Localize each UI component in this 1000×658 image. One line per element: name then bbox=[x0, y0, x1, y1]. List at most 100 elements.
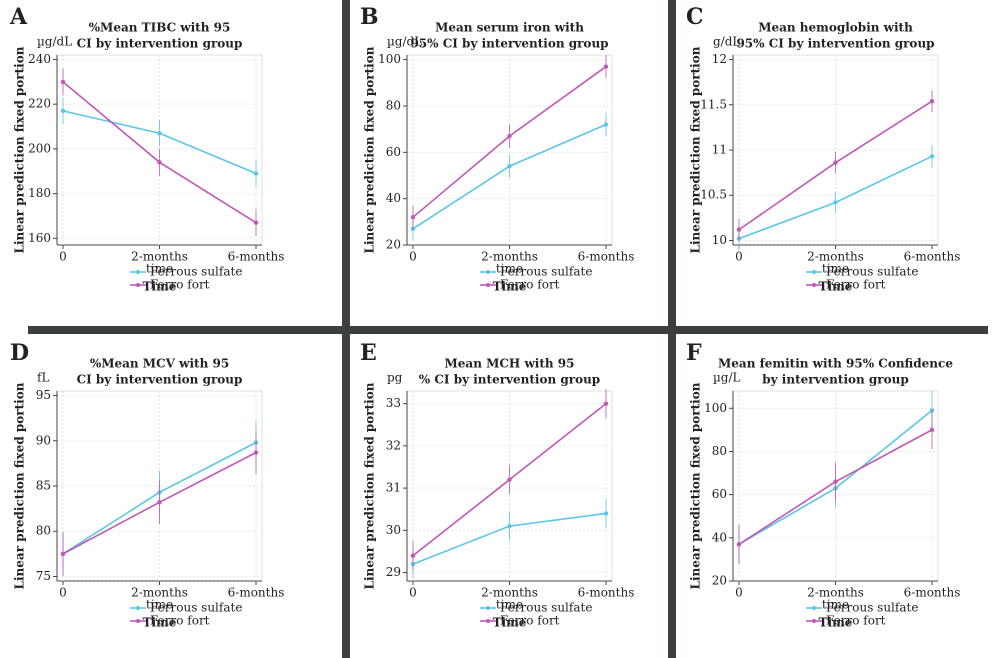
x-tick-label: 6-months bbox=[228, 586, 285, 600]
legend-label: Ferro fort bbox=[150, 278, 210, 292]
x-tick-label: 6-months bbox=[904, 250, 961, 264]
point bbox=[603, 122, 609, 127]
legend-marker bbox=[486, 270, 490, 274]
legend-marker bbox=[486, 619, 490, 623]
chart-title: 95% CI by intervention group bbox=[736, 37, 934, 51]
point bbox=[833, 160, 838, 165]
unit-label: µg/L bbox=[713, 371, 741, 385]
unit-label: fL bbox=[37, 371, 49, 385]
chart-title: %Mean TIBC with 95 bbox=[89, 21, 231, 35]
legend-label: Ferrous sulfate bbox=[826, 601, 918, 615]
x-tick-label: 6-months bbox=[904, 586, 961, 600]
legend-label: Ferrous sulfate bbox=[500, 265, 592, 279]
y-tick-label: 11 bbox=[712, 143, 727, 157]
legend-label: Ferro fort bbox=[150, 614, 210, 628]
x-sublabel: time bbox=[146, 598, 173, 612]
y-tick-label: 180 bbox=[28, 186, 51, 200]
panel-letter: B bbox=[360, 4, 379, 30]
point bbox=[157, 160, 162, 165]
legend-label: Ferrous sulfate bbox=[150, 601, 242, 615]
y-tick-label: 85 bbox=[36, 479, 51, 493]
y-axis-label: Linear prediction fixed portion bbox=[689, 382, 703, 589]
x-sublabel: time bbox=[146, 262, 173, 276]
y-axis-label: Linear prediction fixed portion bbox=[13, 46, 27, 253]
x-tick-label: 0 bbox=[59, 586, 67, 600]
x-sublabel: time bbox=[822, 262, 849, 276]
point bbox=[833, 200, 838, 205]
x-tick-label: 2-months bbox=[131, 586, 188, 600]
y-tick-label: 90 bbox=[36, 433, 51, 447]
y-tick-label: 29 bbox=[386, 565, 401, 579]
panel-letter: F bbox=[686, 340, 702, 366]
legend-marker bbox=[136, 606, 140, 610]
y-tick-label: 30 bbox=[386, 523, 401, 537]
x-tick-label: 2-months bbox=[807, 250, 864, 264]
chart-title: Mean MCH with 95 bbox=[445, 357, 575, 371]
chart-title: Mean serum iron with bbox=[435, 21, 584, 35]
chart-title: by intervention group bbox=[762, 373, 909, 387]
y-tick-label: 32 bbox=[386, 438, 401, 452]
x-tick-label: 0 bbox=[409, 586, 417, 600]
separator bbox=[28, 326, 988, 334]
panel-letter: D bbox=[10, 340, 29, 366]
y-tick-label: 240 bbox=[28, 52, 51, 66]
y-tick-label: 100 bbox=[378, 52, 401, 66]
y-tick-label: 80 bbox=[386, 98, 401, 112]
x-sublabel: time bbox=[496, 598, 523, 612]
legend-label: Ferro fort bbox=[500, 614, 560, 628]
y-tick-label: 33 bbox=[386, 396, 401, 410]
point bbox=[507, 133, 512, 139]
y-tick-label: 20 bbox=[712, 574, 727, 588]
y-axis-label: Linear prediction fixed portion bbox=[13, 382, 27, 589]
x-axis-label: Time bbox=[143, 616, 177, 630]
y-tick-label: 200 bbox=[28, 141, 51, 155]
legend-marker bbox=[136, 619, 140, 623]
x-axis-label: Time bbox=[493, 616, 527, 630]
y-tick-label: 80 bbox=[712, 444, 727, 458]
y-tick-label: 40 bbox=[386, 191, 401, 205]
point bbox=[507, 523, 512, 529]
x-tick-label: 2-months bbox=[481, 250, 538, 264]
point bbox=[507, 477, 512, 482]
chart-title: Mean femitin with 95% Confidence bbox=[718, 357, 953, 371]
point bbox=[507, 164, 512, 169]
point bbox=[253, 220, 259, 225]
y-axis-label: Linear prediction fixed portion bbox=[363, 382, 377, 589]
point bbox=[929, 427, 935, 433]
y-tick-label: 220 bbox=[28, 97, 51, 111]
point bbox=[60, 108, 66, 114]
chart-title: 95% CI by intervention group bbox=[410, 37, 608, 51]
point bbox=[603, 64, 609, 69]
legend-label: Ferrous sulfate bbox=[150, 265, 242, 279]
y-tick-label: 75 bbox=[36, 569, 51, 583]
x-sublabel: time bbox=[822, 598, 849, 612]
panel-letter: E bbox=[360, 340, 377, 366]
y-tick-label: 31 bbox=[386, 481, 401, 495]
point bbox=[253, 450, 259, 455]
chart-title: % CI by intervention group bbox=[419, 373, 600, 387]
legend-marker bbox=[812, 619, 816, 623]
legend-marker bbox=[136, 270, 140, 274]
y-tick-label: 11.5 bbox=[700, 97, 727, 111]
point bbox=[736, 542, 742, 547]
chart-title: %Mean MCV with 95 bbox=[90, 357, 229, 371]
point bbox=[410, 214, 416, 220]
chart-title: CI by intervention group bbox=[77, 37, 243, 51]
legend-marker bbox=[486, 606, 490, 610]
point bbox=[253, 171, 259, 176]
x-tick-label: 2-months bbox=[807, 586, 864, 600]
point bbox=[929, 98, 935, 104]
legend-marker bbox=[812, 283, 816, 287]
legend-label: Ferro fort bbox=[500, 278, 560, 292]
x-tick-label: 0 bbox=[59, 250, 67, 264]
point bbox=[833, 479, 838, 484]
unit-label: pg bbox=[387, 371, 403, 385]
y-tick-label: 60 bbox=[712, 487, 727, 501]
point bbox=[603, 401, 609, 406]
legend-marker bbox=[812, 606, 816, 610]
x-axis-label: Time bbox=[819, 280, 853, 294]
y-axis-label: Linear prediction fixed portion bbox=[689, 46, 703, 253]
x-tick-label: 0 bbox=[735, 250, 743, 264]
x-tick-label: 2-months bbox=[481, 586, 538, 600]
y-tick-label: 100 bbox=[704, 401, 727, 415]
